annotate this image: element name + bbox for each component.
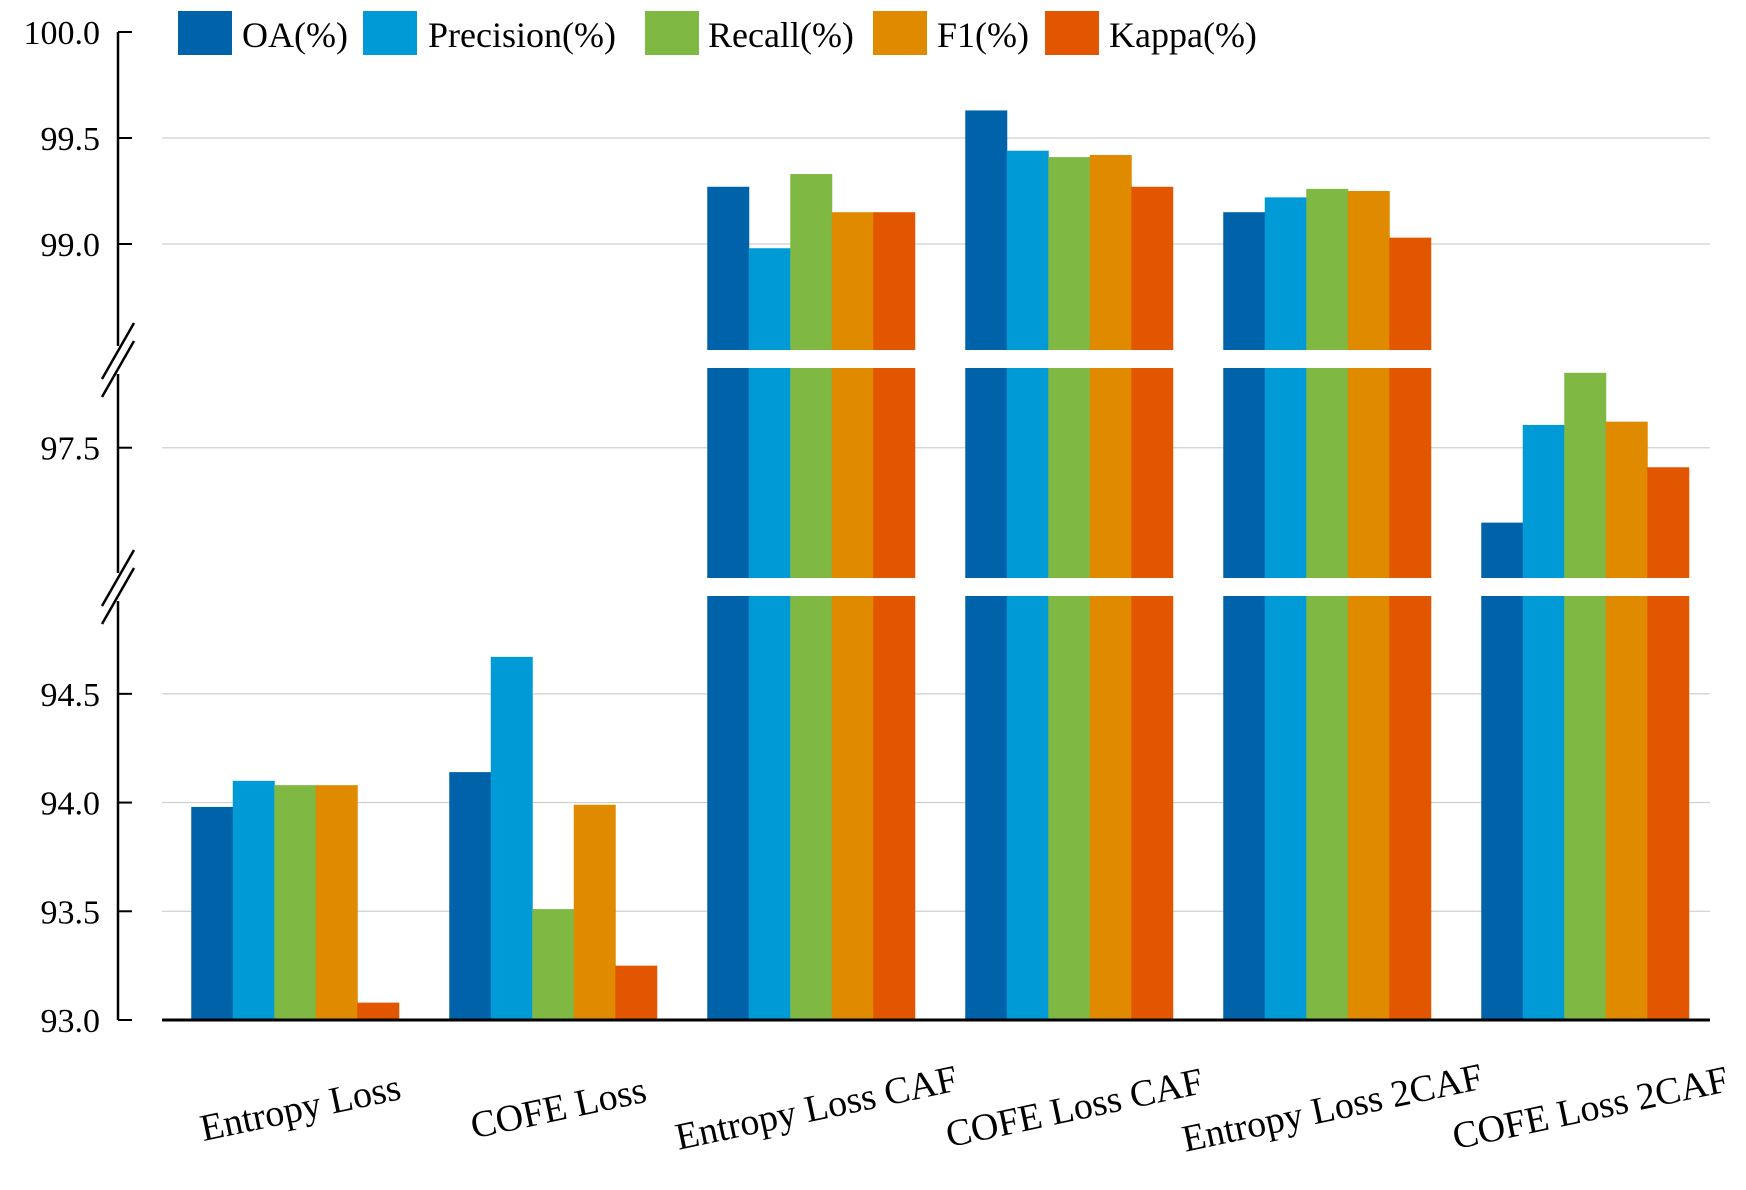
x-category-label: COFE Loss 2CAF xyxy=(1449,1059,1732,1158)
y-tick-label: 100.0 xyxy=(24,15,101,52)
legend-label: Kappa(%) xyxy=(1109,15,1257,55)
y-tick-label: 99.5 xyxy=(41,121,101,158)
legend-label: F1(%) xyxy=(937,15,1029,55)
bar xyxy=(315,785,358,1020)
y-tick-labels: 93.0 93.5 94.0 94.5 97.5 99.0 99.5 100.0 xyxy=(24,15,101,1040)
legend-swatch xyxy=(363,11,417,55)
bar xyxy=(573,804,616,1020)
legend-swatch xyxy=(645,11,699,55)
bar xyxy=(1347,191,1390,1020)
axis-break-gap xyxy=(706,350,917,368)
legend-label: Precision(%) xyxy=(428,15,616,55)
bar xyxy=(1223,212,1266,1020)
y-tick-label: 94.5 xyxy=(41,677,101,714)
legend-label: Recall(%) xyxy=(708,15,854,55)
bar xyxy=(191,806,234,1020)
bar xyxy=(790,174,833,1021)
bar xyxy=(748,248,791,1021)
bar xyxy=(831,212,874,1020)
axis-break-gap xyxy=(964,350,1175,368)
bar xyxy=(1564,372,1607,1020)
y-axis-break-mark xyxy=(100,322,136,380)
y-tick-label: 99.0 xyxy=(41,227,101,264)
y-tick-label: 93.5 xyxy=(41,894,101,931)
bar xyxy=(873,212,916,1020)
x-category-label: COFE Loss xyxy=(467,1069,650,1147)
bar xyxy=(707,186,750,1020)
y-axis-break-mark xyxy=(100,567,136,625)
bar xyxy=(965,110,1008,1020)
legend: OA(%) Precision(%) Recall(%) F1(%) Kappa(%) xyxy=(178,11,1257,55)
axis-break-gap xyxy=(1222,350,1433,368)
y-axis-break-mark xyxy=(100,340,136,398)
x-category-labels: Entropy Loss COFE Loss Entropy Loss CAFCOF… xyxy=(197,1056,1733,1161)
gridlines xyxy=(162,137,1710,912)
bar xyxy=(274,785,317,1020)
bar xyxy=(1481,522,1524,1020)
y-axis-break-mark xyxy=(100,549,136,607)
bar xyxy=(232,780,275,1020)
bar xyxy=(1389,237,1432,1020)
axis-break-gap xyxy=(1480,578,1691,596)
bar xyxy=(615,965,658,1020)
bar xyxy=(1647,467,1690,1020)
bar xyxy=(1605,421,1648,1021)
axis-break-gap xyxy=(706,578,917,596)
y-tick-label: 97.5 xyxy=(41,431,101,468)
axes xyxy=(100,31,1710,1022)
legend-swatch xyxy=(178,11,232,55)
bars xyxy=(191,110,1691,1021)
y-tick-label: 93.0 xyxy=(41,1003,101,1040)
legend-label: OA(%) xyxy=(242,15,348,55)
bar xyxy=(1264,197,1307,1021)
legend-swatch xyxy=(1045,11,1099,55)
axis-break-gap xyxy=(964,578,1175,596)
y-tick-label: 94.0 xyxy=(41,786,101,823)
bar xyxy=(532,909,575,1020)
bar xyxy=(357,1002,400,1020)
x-category-label: COFE Loss CAF xyxy=(942,1061,1207,1157)
x-category-label: Entropy Loss xyxy=(197,1067,405,1150)
x-category-label: Entropy Loss CAF xyxy=(672,1058,962,1159)
legend-swatch xyxy=(873,11,927,55)
bar xyxy=(1131,186,1174,1020)
bar xyxy=(490,656,533,1020)
bar xyxy=(449,772,492,1020)
axis-break-gap xyxy=(1222,578,1433,596)
bar xyxy=(1306,188,1349,1020)
x-category-label: Entropy Loss 2CAF xyxy=(1178,1056,1486,1161)
bar xyxy=(1522,424,1565,1020)
